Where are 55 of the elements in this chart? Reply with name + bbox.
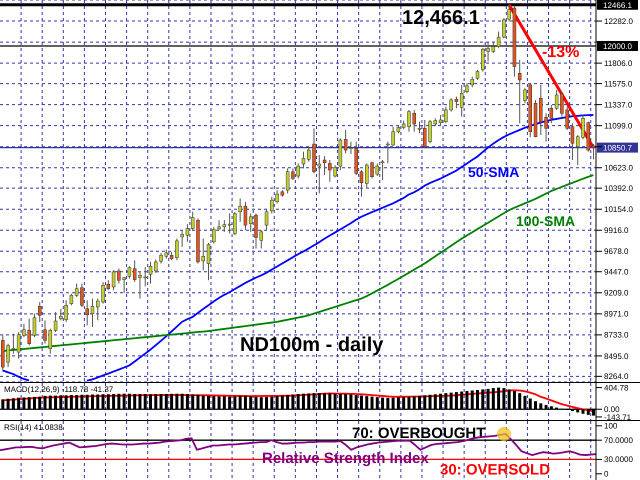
- candlestick: [380, 160, 384, 181]
- candlestick: [270, 196, 274, 214]
- y-tick-label: 11337.0: [604, 100, 633, 110]
- candlestick: [322, 156, 326, 176]
- y-tick-label: 0: [604, 470, 609, 479]
- y-tick-label: 9209.0: [604, 288, 630, 298]
- annotation: -13%: [542, 44, 580, 62]
- y-tick-label: 10154.0: [604, 205, 634, 214]
- candlestick: [122, 276, 126, 294]
- candlestick: [465, 82, 469, 94]
- y-tick-label: 9678.0: [604, 247, 630, 256]
- candlestick: [328, 160, 332, 182]
- y-tick-label: 10392.0: [604, 184, 634, 194]
- candlestick: [296, 162, 300, 179]
- y-tick-label: 9447.0: [604, 268, 630, 277]
- ref-line-label: 70: OVERBOUGHT: [352, 425, 486, 442]
- candlestick: [476, 69, 480, 80]
- chart-title: RSI(14) 41.0838: [4, 423, 63, 432]
- candlestick: [386, 141, 390, 164]
- candlestick: [128, 266, 132, 280]
- y-tick-label: -143.71: [604, 412, 632, 422]
- candlestick: [59, 308, 63, 321]
- y-tick-label: 30.0000: [604, 455, 634, 464]
- y-tick-label: 11806.0: [604, 58, 633, 68]
- series-label: 50-SMA: [468, 164, 520, 180]
- ref-line-label: 30: OVERSOLD: [440, 461, 550, 478]
- candlestick: [470, 76, 474, 88]
- ref-line-label: 12466.1: [603, 0, 633, 10]
- y-tick-label: 10623.0: [604, 164, 634, 173]
- y-tick-label: 11575.0: [604, 79, 633, 88]
- ref-line-label: 12000.0: [603, 42, 633, 51]
- candlestick: [333, 164, 337, 178]
- y-tick-label: 8495.0: [604, 352, 630, 361]
- candlestick: [264, 208, 268, 231]
- y-tick-label: 8264.0: [604, 372, 630, 382]
- ref-line-label: 10850.7: [603, 144, 633, 153]
- y-tick-label: 404.78: [604, 383, 630, 392]
- candlestick: [518, 59, 522, 124]
- candlestick: [70, 293, 74, 306]
- y-tick-label: 0.00: [604, 405, 620, 414]
- y-tick-label: 11099.0: [604, 121, 633, 130]
- series-label: 100-SMA: [516, 213, 576, 229]
- chart-title: MACD(12,26,9) -118.78 -41.37: [4, 385, 114, 394]
- candlestick: [460, 84, 464, 118]
- y-tick-label: 8971.0: [604, 310, 630, 319]
- annotation: 12,466.1: [402, 7, 480, 30]
- y-tick-label: 9916.0: [604, 226, 630, 236]
- y-tick-label: 12282.0: [604, 16, 634, 26]
- y-tick-label: 70.0000: [604, 436, 634, 446]
- annotation: ND100m - daily: [240, 334, 384, 357]
- candlestick: [64, 300, 68, 323]
- candlestick: [212, 226, 216, 244]
- y-tick-label: 8733.0: [604, 330, 630, 340]
- candlestick: [38, 301, 42, 323]
- y-tick-label: 100: [604, 422, 618, 431]
